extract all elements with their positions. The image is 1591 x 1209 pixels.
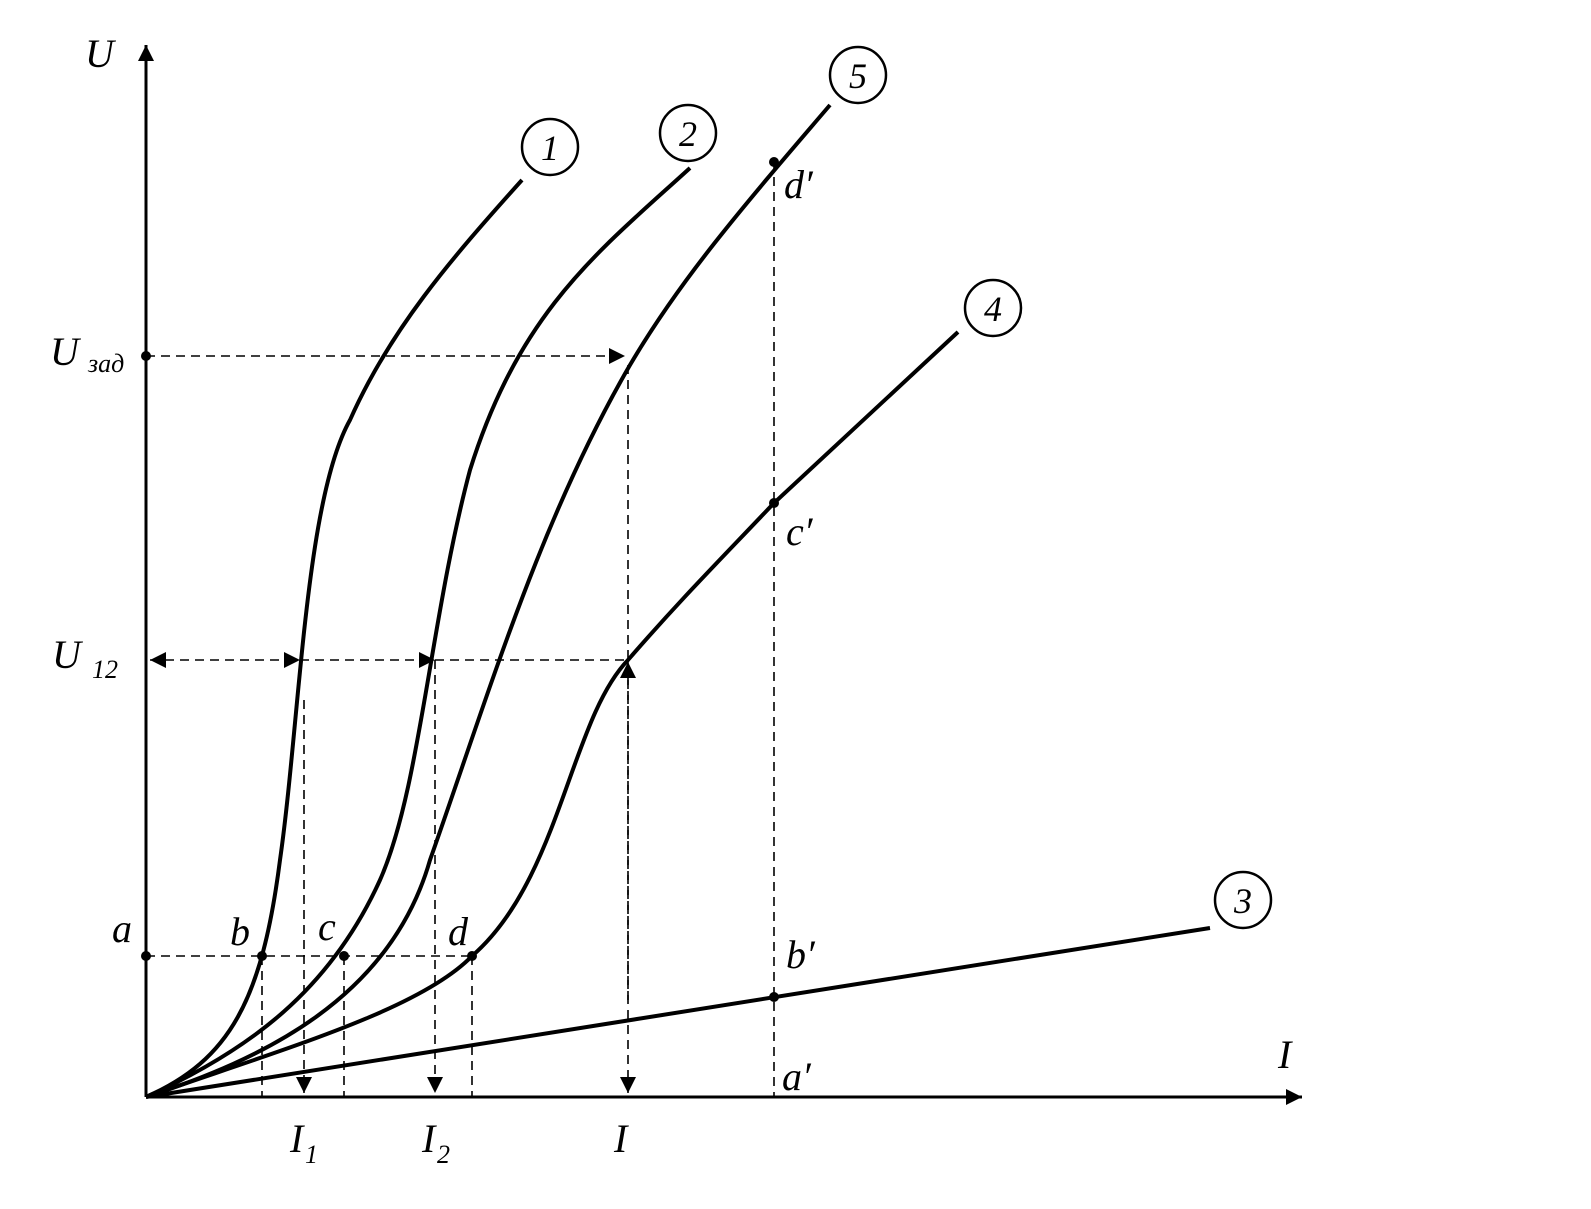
point: b <box>230 909 250 954</box>
point: d′ <box>784 162 814 207</box>
current: I <box>421 1116 437 1161</box>
point: a′ <box>782 1054 812 1099</box>
dashed-lines <box>146 162 775 1097</box>
level-sub: зад <box>87 349 124 378</box>
current: I <box>289 1116 305 1161</box>
level: U <box>50 329 82 374</box>
axes <box>138 45 1302 1105</box>
dots <box>141 157 779 1002</box>
curve-label: 5 <box>849 56 867 96</box>
curve-label: 4 <box>984 289 1002 329</box>
point: d <box>448 909 469 954</box>
point: c <box>318 904 336 949</box>
current-sub: 2 <box>437 1140 450 1169</box>
curve-circles <box>520 45 1273 930</box>
x-label: I <box>1277 1032 1293 1077</box>
current: I <box>613 1116 629 1161</box>
point: c′ <box>786 509 814 554</box>
curve-label: 2 <box>679 114 697 154</box>
curves <box>145 103 1211 1099</box>
curve-label: 3 <box>1233 881 1252 921</box>
level: U <box>52 632 84 677</box>
level-sub: 12 <box>92 655 118 684</box>
level: a <box>112 906 132 951</box>
y-label: U <box>85 31 117 76</box>
current-sub: 1 <box>305 1140 318 1169</box>
point: b′ <box>786 932 816 977</box>
curve-label: 1 <box>541 128 559 168</box>
labels: U I U зад U 12 a b c d a′ b′ c′ d′ 1 2 3… <box>50 31 1293 1169</box>
